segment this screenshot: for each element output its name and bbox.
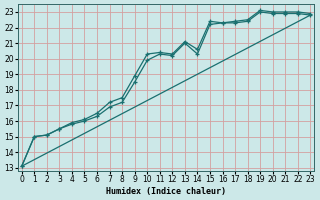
X-axis label: Humidex (Indice chaleur): Humidex (Indice chaleur) xyxy=(106,187,226,196)
